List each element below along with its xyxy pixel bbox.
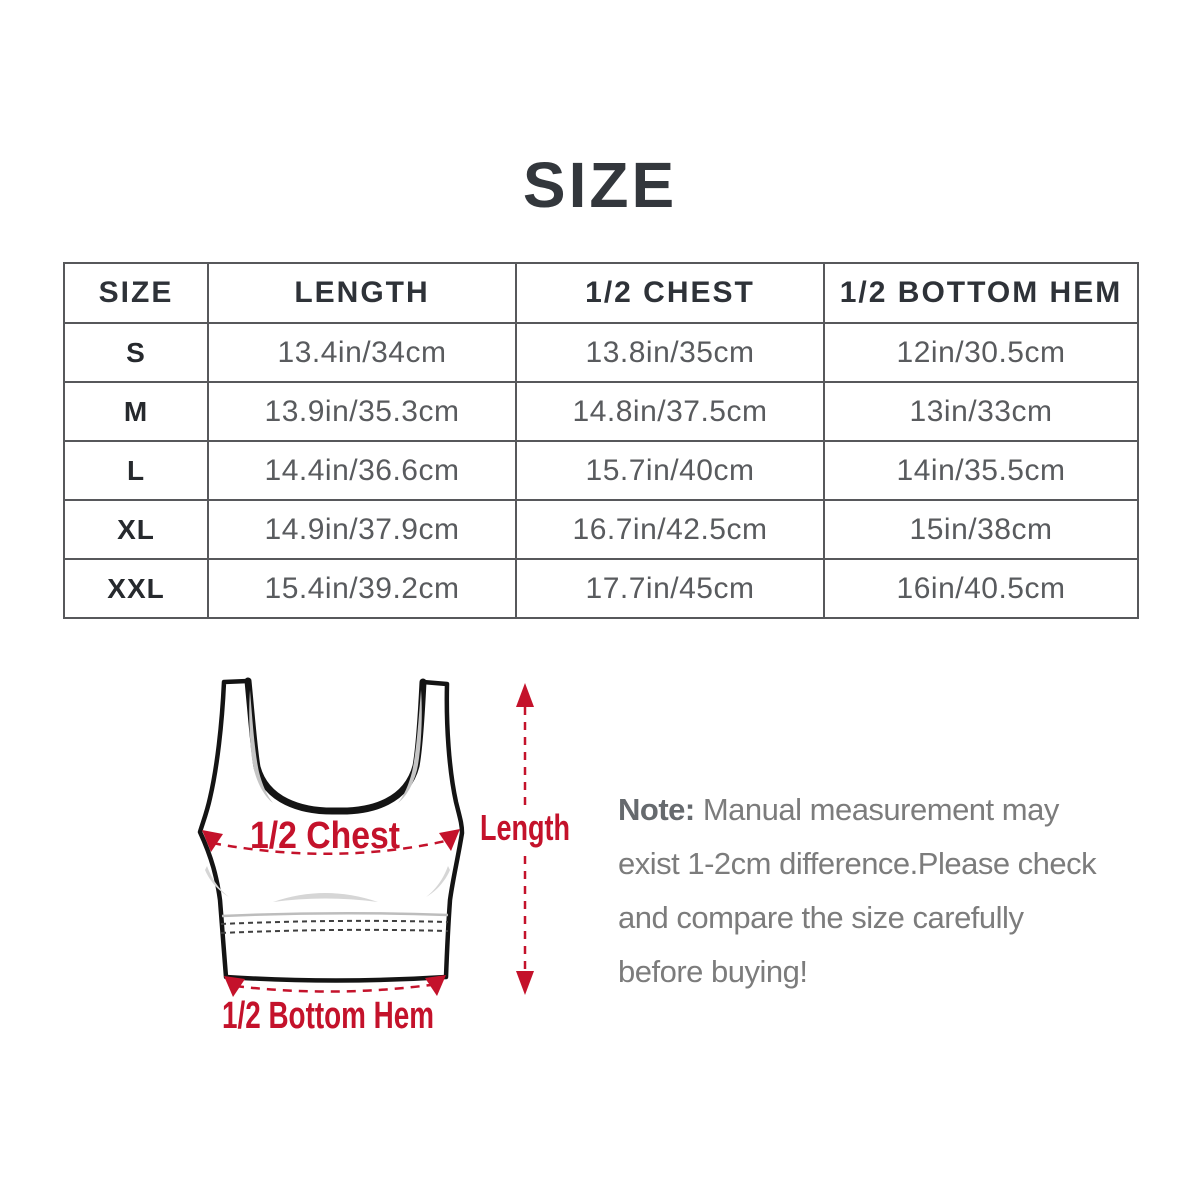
length-arrow-bottom xyxy=(516,971,534,995)
table-row: XXL 15.4in/39.2cm 17.7in/45cm 16in/40.5c… xyxy=(63,558,1139,619)
header-size: SIZE xyxy=(63,262,209,324)
header-half-bottom-hem: 1/2 BOTTOM HEM xyxy=(823,262,1139,324)
bust-shading-right xyxy=(426,866,450,897)
bottom-hem-arrow-right xyxy=(425,975,446,996)
bottom-hem-value: 15in/38cm xyxy=(823,499,1139,560)
chest-value: 15.7in/40cm xyxy=(515,440,825,501)
chest-measure-label: 1/2 Chest xyxy=(250,815,400,857)
bottom-hem-value: 13in/33cm xyxy=(823,381,1139,442)
bust-shading-left xyxy=(205,866,229,897)
size-label: XL xyxy=(63,499,209,560)
chest-arrow-left xyxy=(202,830,223,852)
length-value: 15.4in/39.2cm xyxy=(207,558,517,619)
bottom-hem-value: 16in/40.5cm xyxy=(823,558,1139,619)
length-value: 13.9in/35.3cm xyxy=(207,381,517,442)
length-value: 14.4in/36.6cm xyxy=(207,440,517,501)
length-value: 14.9in/37.9cm xyxy=(207,499,517,560)
chest-value: 16.7in/42.5cm xyxy=(515,499,825,560)
size-label: M xyxy=(63,381,209,442)
chest-measure-line xyxy=(211,838,451,855)
chest-value: 13.8in/35cm xyxy=(515,322,825,383)
size-label: XXL xyxy=(63,558,209,619)
table-row: L 14.4in/36.6cm 15.7in/40cm 14in/35.5cm xyxy=(63,440,1139,501)
length-arrow-top xyxy=(516,683,534,707)
note-body: Manual measurement may exist 1-2cm diffe… xyxy=(618,792,1097,989)
header-length: LENGTH xyxy=(207,262,517,324)
table-row: M 13.9in/35.3cm 14.8in/37.5cm 13in/33cm xyxy=(63,381,1139,442)
bottom-hem-measure-line xyxy=(234,982,439,993)
size-label: S xyxy=(63,322,209,383)
page-title: SIZE xyxy=(522,149,678,221)
bottom-hem-value: 14in/35.5cm xyxy=(823,440,1139,501)
size-table: SIZE LENGTH 1/2 CHEST 1/2 BOTTOM HEM S 1… xyxy=(63,262,1139,619)
band-line xyxy=(221,911,449,918)
garment-measurement-diagram: 1/2 Chest 1/2 Bottom Hem Length xyxy=(150,650,600,1100)
bottom-hem-arrow-left xyxy=(224,976,245,997)
right-strap-shading xyxy=(398,690,422,803)
band-stitch-top xyxy=(220,919,449,925)
bust-shading-center xyxy=(273,893,378,902)
chest-value: 17.7in/45cm xyxy=(515,558,825,619)
bra-neckline xyxy=(244,677,427,815)
length-value: 13.4in/34cm xyxy=(207,322,517,383)
length-measure-label: Length xyxy=(480,807,570,848)
note-prefix: Note: xyxy=(618,792,695,827)
table-row: XL 14.9in/37.9cm 16.7in/42.5cm 15in/38cm xyxy=(63,499,1139,560)
table-row: S 13.4in/34cm 13.8in/35cm 12in/30.5cm xyxy=(63,322,1139,383)
left-strap-shading xyxy=(249,690,273,803)
table-header-row: SIZE LENGTH 1/2 CHEST 1/2 BOTTOM HEM xyxy=(63,262,1139,324)
size-label: L xyxy=(63,440,209,501)
sports-bra-illustration: 1/2 Chest 1/2 Bottom Hem Length xyxy=(197,677,570,1037)
chest-value: 14.8in/37.5cm xyxy=(515,381,825,442)
chest-arrow-right xyxy=(439,829,460,851)
measurement-note: Note: Manual measurement may exist 1-2cm… xyxy=(618,783,1114,999)
bottom-hem-value: 12in/30.5cm xyxy=(823,322,1139,383)
band-stitch-bottom xyxy=(220,928,449,934)
header-half-chest: 1/2 CHEST xyxy=(515,262,825,324)
bottom-hem-measure-label: 1/2 Bottom Hem xyxy=(222,995,434,1037)
